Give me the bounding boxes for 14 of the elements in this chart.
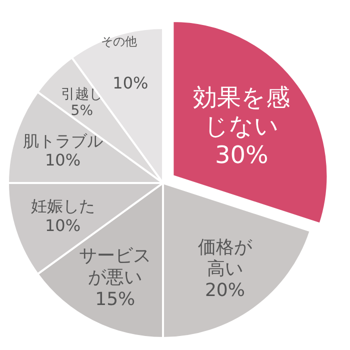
data-label: 10%: [44, 150, 81, 170]
data-label: 30%: [215, 141, 268, 170]
data-label: 15%: [95, 288, 136, 310]
data-label: 10%: [112, 73, 148, 92]
data-label: 5%: [70, 103, 94, 120]
slice-label: 効果を感じない: [193, 83, 290, 140]
slice-label: サービスが悪い: [79, 246, 152, 288]
slice-label: 妊娠した: [30, 196, 95, 216]
slice-label: 価格が高い: [198, 236, 253, 280]
data-label: 20%: [204, 280, 245, 302]
data-label: 10%: [44, 216, 81, 235]
slice-label: 引越し: [60, 86, 103, 102]
slice-label: 肌トラブル: [22, 131, 103, 150]
slice-label: その他: [100, 34, 137, 48]
